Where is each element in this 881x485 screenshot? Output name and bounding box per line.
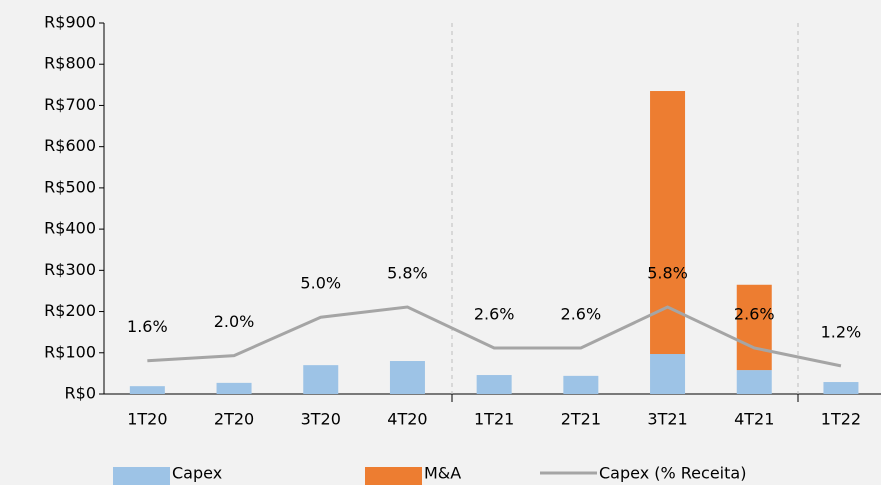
data-label: 2.6%: [561, 304, 602, 323]
line: [147, 305, 842, 368]
bar: [129, 386, 165, 394]
x-tick-label: 1T21: [474, 410, 514, 429]
x-tick-label: 2T20: [214, 410, 254, 429]
y-tick-label: R$500: [44, 177, 96, 196]
bar: [216, 382, 252, 394]
data-label: 2.0%: [214, 312, 255, 331]
x-tick-label: 1T20: [127, 410, 167, 429]
x-tick-label: 1T22: [821, 410, 861, 429]
y-tick-label: R$700: [44, 95, 96, 114]
bar: [389, 361, 425, 394]
data-label: 2.6%: [474, 304, 515, 323]
x-tick-label: 2T21: [561, 410, 601, 429]
y-tick-label: R$200: [44, 301, 96, 320]
x-tick-label: 3T21: [647, 410, 687, 429]
data-label: 5.0%: [300, 274, 341, 293]
bar: [736, 370, 772, 394]
y-tick-label: R$600: [44, 136, 96, 155]
x-tick-label: 4T21: [734, 410, 774, 429]
data-label: 1.2%: [821, 322, 862, 341]
bar: [650, 91, 686, 355]
bar: [823, 382, 859, 394]
data-label: 2.6%: [734, 304, 775, 323]
y-tick-label: R$100: [44, 342, 96, 361]
bar: [736, 284, 772, 371]
bar: [303, 365, 339, 394]
data-label: 1.6%: [127, 317, 168, 336]
y-tick-label: R$800: [44, 54, 96, 73]
data-label: 5.8%: [647, 264, 688, 283]
y-tick-label: R$400: [44, 219, 96, 238]
bar: [563, 375, 599, 394]
legend-label: Capex: [172, 464, 222, 483]
legend-label: M&A: [424, 464, 461, 483]
legend-swatch: [365, 467, 422, 485]
x-tick-label: 3T20: [301, 410, 341, 429]
bar: [650, 354, 686, 394]
y-tick-label: R$900: [44, 13, 96, 32]
legend-label: Capex (% Receita): [599, 464, 746, 483]
y-tick-label: R$300: [44, 260, 96, 279]
y-tick-label: R$0: [65, 384, 96, 403]
data-label: 5.8%: [387, 264, 428, 283]
legend-swatch: [113, 467, 170, 485]
x-tick-label: 4T20: [387, 410, 427, 429]
bar: [476, 375, 512, 394]
